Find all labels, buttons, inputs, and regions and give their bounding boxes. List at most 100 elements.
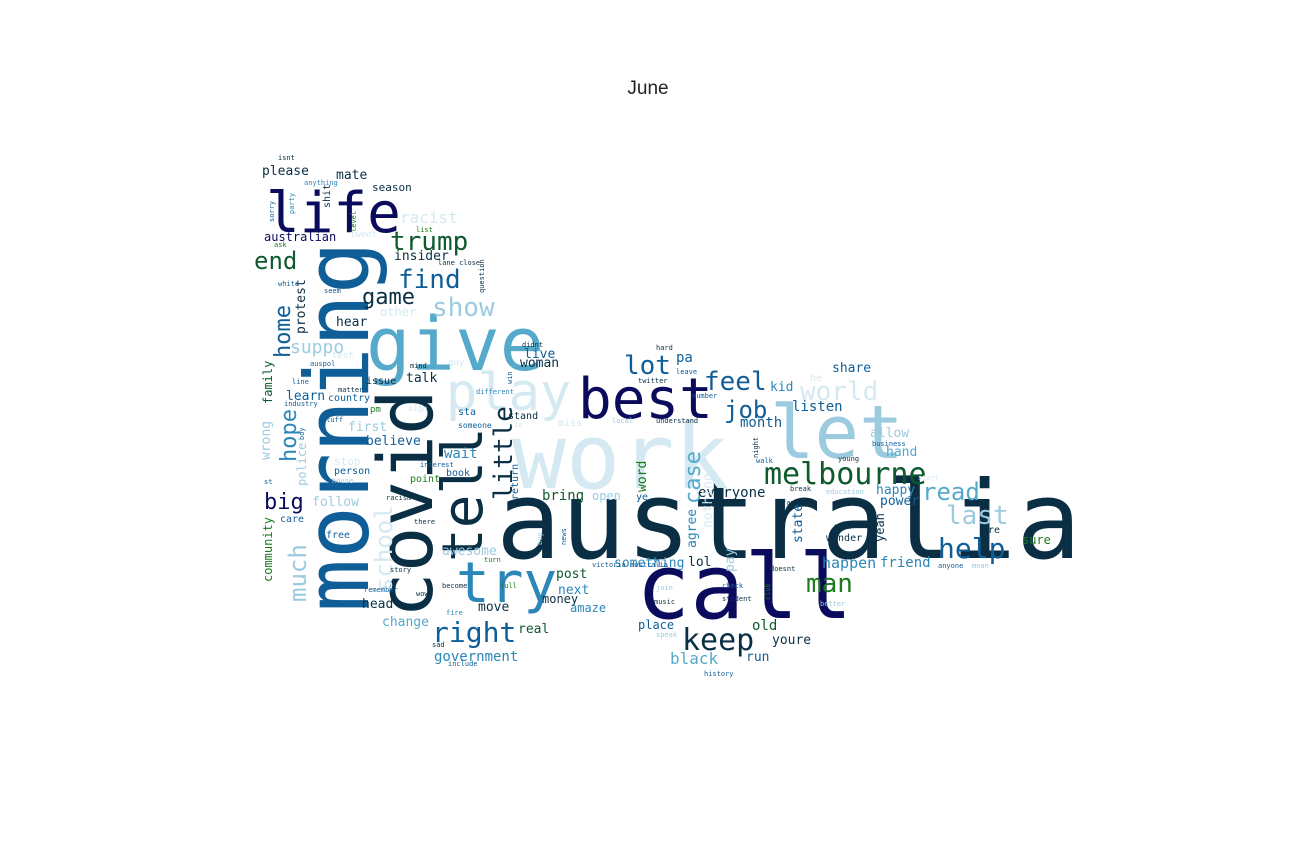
word-please: please	[262, 164, 309, 179]
word-better: better	[820, 600, 845, 608]
word-agree: agree	[685, 509, 700, 548]
word-stand: stand	[508, 411, 538, 422]
word-everyone: everyone	[698, 485, 765, 501]
word-he: he	[810, 373, 822, 384]
word-club: club	[764, 583, 772, 600]
word-other: other	[380, 305, 416, 319]
word-first: first	[348, 420, 387, 435]
word-old: old	[752, 618, 777, 634]
word-follow: follow	[312, 495, 359, 510]
word-play: play	[446, 363, 571, 423]
word-kid: kid	[770, 380, 793, 395]
word-history: history	[704, 670, 734, 678]
word-return: return	[510, 464, 521, 500]
word-real: real	[518, 622, 549, 637]
word-ask: ask	[274, 241, 287, 249]
word-hand: hand	[886, 445, 917, 460]
word-family: family	[261, 361, 275, 404]
word-sad: sad	[432, 641, 445, 649]
chart-title: June	[627, 78, 669, 99]
word-stuff: stuff	[322, 416, 343, 424]
word-something: something	[614, 556, 684, 571]
word-learn: learn	[286, 389, 325, 404]
word-remember: remember	[364, 586, 398, 594]
word-big: big	[264, 490, 304, 515]
word-question: question	[478, 259, 486, 293]
word-listen: listen	[792, 399, 843, 415]
word-different: different	[476, 388, 514, 396]
word-there: there	[414, 518, 435, 526]
word-black: black	[670, 649, 719, 668]
word-student: student	[722, 595, 752, 603]
word-point: point	[410, 474, 440, 485]
word-school: school	[370, 505, 398, 592]
word-last: last	[946, 501, 1009, 531]
word-work: work	[512, 405, 729, 510]
word-call: call	[636, 535, 853, 640]
word-run: run	[746, 650, 769, 665]
word-business: business	[872, 440, 906, 448]
word-didnt: didnt	[522, 341, 543, 349]
word-anything: anything	[304, 179, 338, 187]
word-break: break	[790, 485, 812, 493]
word-government: government	[434, 649, 518, 665]
word-interest: interest	[420, 461, 454, 469]
word-st: st	[264, 478, 272, 486]
word-state: state	[791, 504, 806, 543]
word-covid: covid	[361, 389, 450, 618]
word-happy: happy	[876, 483, 915, 498]
word-talk: talk	[406, 371, 437, 386]
word-become: become	[442, 582, 467, 590]
word-give: give	[366, 302, 544, 388]
word-post: post	[556, 567, 587, 582]
word-season: season	[372, 181, 412, 194]
word-someone: someone	[458, 421, 492, 430]
word-lot: lot	[624, 351, 671, 381]
word-yeah: yeah	[873, 513, 887, 542]
word-seem: seem	[324, 287, 341, 295]
word-fan: fan	[782, 499, 795, 507]
word-news: news	[560, 528, 568, 545]
word-hope: hope	[277, 409, 302, 462]
word-believe: believe	[366, 434, 421, 449]
word-tweet: tweet	[350, 230, 377, 240]
word-boy: boy	[298, 427, 306, 440]
word-case: case	[681, 451, 706, 504]
word-much: much	[284, 544, 312, 602]
word-ye: ye	[636, 492, 648, 503]
word-sure: sure	[1022, 533, 1051, 547]
word-right: right	[432, 616, 516, 649]
word-line: line	[292, 378, 309, 386]
word-stop: stop	[334, 455, 361, 468]
word-home: home	[271, 305, 296, 358]
word-tell: tell	[431, 427, 496, 562]
word-hard: hard	[656, 344, 673, 352]
word-allow: allow	[870, 426, 909, 441]
word-racist: racist	[400, 208, 458, 227]
word-try: try	[456, 551, 557, 616]
word-isnt: isnt	[278, 154, 295, 162]
word-pa: pa	[676, 350, 693, 366]
word-full: full	[500, 582, 517, 590]
word-auspol: auspol	[310, 360, 335, 368]
word-include: include	[448, 660, 478, 668]
word-team: team	[834, 523, 851, 531]
word-amaze: amaze	[570, 601, 606, 615]
word-live: live	[524, 347, 555, 362]
word-test: test	[332, 351, 354, 361]
word-best: best	[578, 367, 713, 432]
word-police: police	[295, 443, 309, 486]
word-morning: morning	[286, 241, 389, 612]
word-job: job	[724, 396, 767, 424]
word-share: share	[832, 361, 871, 376]
word-level: level	[350, 211, 358, 232]
word-twitter: twitter	[638, 377, 668, 385]
word-buy: buy	[536, 532, 544, 545]
word-help: help	[938, 532, 1005, 565]
word-community: community	[261, 517, 275, 582]
word-person: person	[334, 466, 370, 477]
word-shit: shit	[322, 184, 333, 208]
word-show: show	[432, 293, 495, 323]
word-start: start	[918, 474, 939, 482]
